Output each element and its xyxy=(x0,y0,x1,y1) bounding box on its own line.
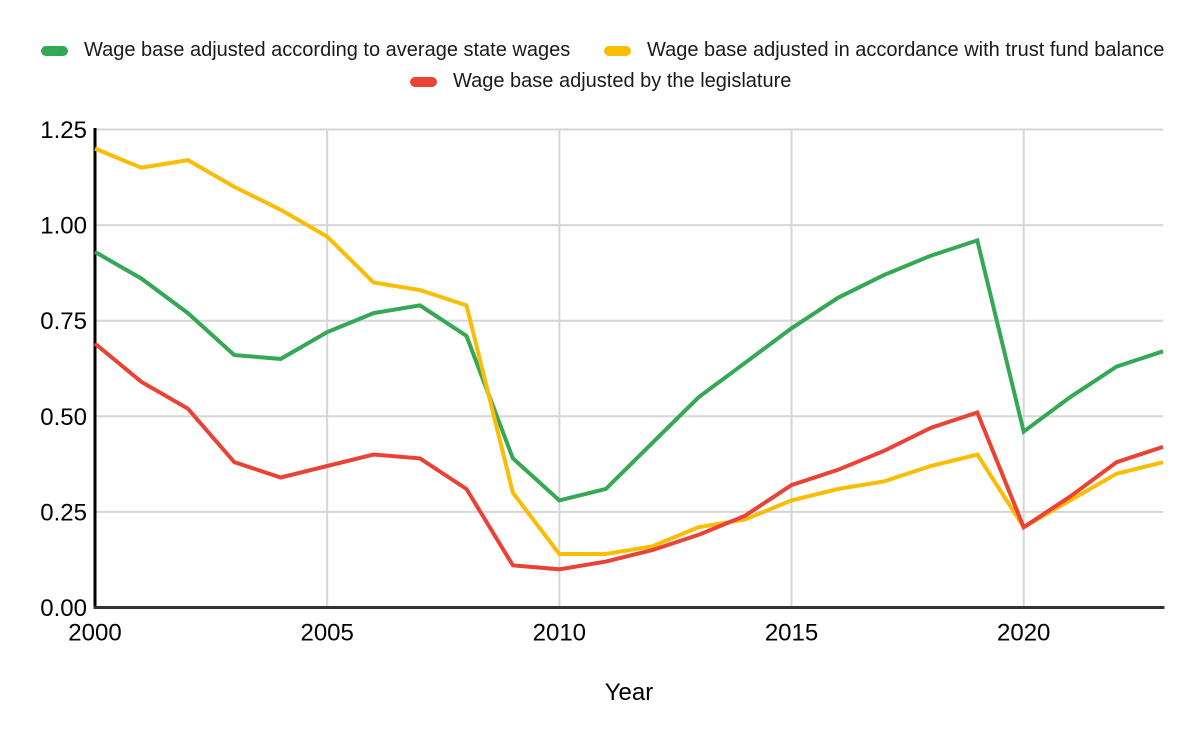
series-line-avg-state-wages xyxy=(94,237,1164,503)
x-tick-label-2015: 2015 xyxy=(765,620,818,647)
y-tick-label-0.00: 0.00 xyxy=(40,595,87,622)
legend-swatch-green-icon xyxy=(41,45,68,56)
x-tick-label-2005: 2005 xyxy=(300,620,353,647)
legend-label-trust-fund-balance: Wage base adjusted in accordance with tr… xyxy=(647,39,1165,61)
x-tick-label-2020: 2020 xyxy=(997,620,1050,647)
legend-label-avg-state-wages: Wage base adjusted according to average … xyxy=(84,39,571,61)
y-tick-label-0.50: 0.50 xyxy=(40,404,87,431)
y-tick-label-1.25: 1.25 xyxy=(40,117,87,144)
legend-item-avg-state-wages: Wage base adjusted according to average … xyxy=(41,39,570,62)
y-tick-label-0.75: 0.75 xyxy=(40,308,87,335)
series-line-trust-fund-balance xyxy=(94,146,1164,556)
x-tick-label-2000: 2000 xyxy=(68,620,121,647)
legend-swatch-red-icon xyxy=(410,76,437,87)
legend-swatch-yellow-icon xyxy=(604,45,631,56)
x-tick-label-2010: 2010 xyxy=(533,620,586,647)
legend-label-legislature: Wage base adjusted by the legislature xyxy=(453,70,792,92)
y-tick-label-1.00: 1.00 xyxy=(40,213,87,240)
series-line-legislature xyxy=(93,342,1164,572)
legend-item-legislature: Wage base adjusted by the legislature xyxy=(410,70,791,93)
legend-item-trust-fund-balance: Wage base adjusted in accordance with tr… xyxy=(604,39,1164,62)
x-axis-title: Year xyxy=(605,679,654,706)
y-tick-label-0.25: 0.25 xyxy=(40,499,87,526)
chart-legend: Wage base adjusted according to average … xyxy=(0,0,1200,110)
